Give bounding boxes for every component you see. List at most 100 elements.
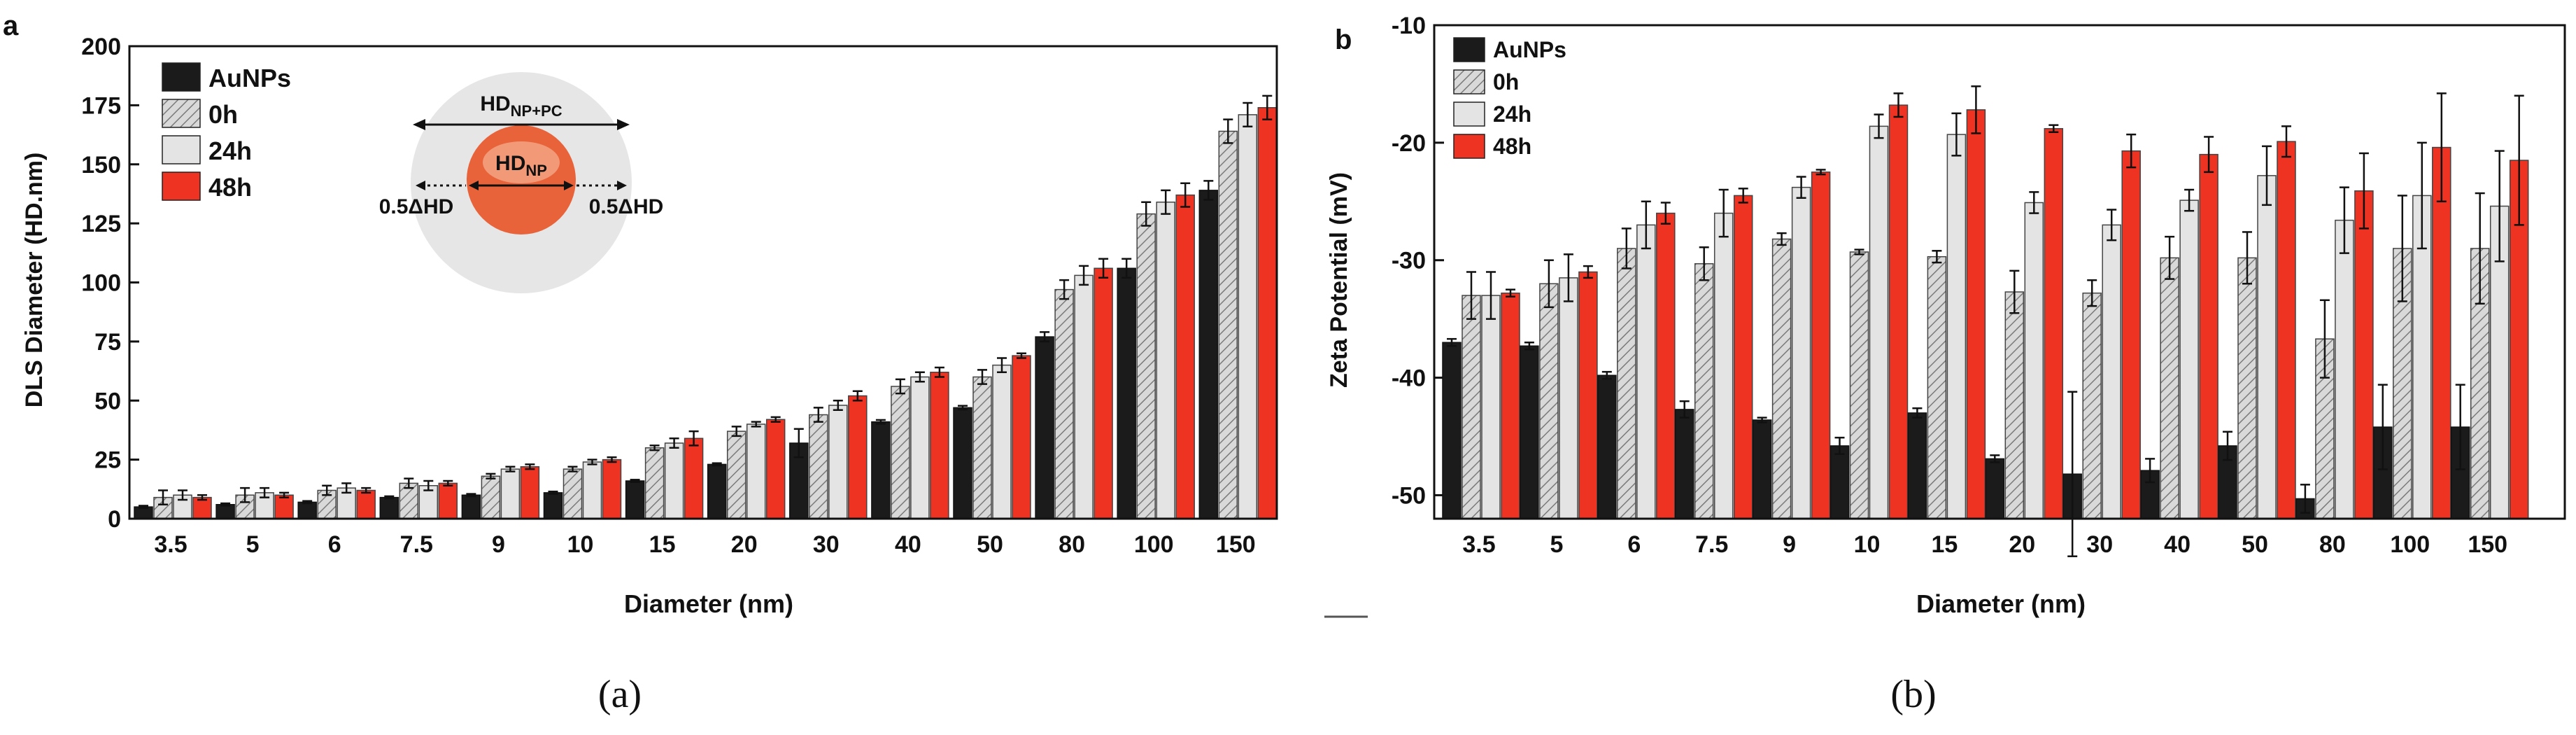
x-tick-label: 6: [328, 531, 341, 558]
x-tick-label: 100: [2390, 531, 2430, 558]
bar-48h-80: [1094, 267, 1113, 519]
bar-48h-3.5: [192, 496, 212, 519]
bar-24h-20: [2024, 202, 2044, 519]
bar-24h-15: [664, 442, 684, 519]
caption-b: (b): [1890, 673, 1936, 716]
panel-b-legend: AuNPs 0h 24h 48h: [1453, 37, 1566, 159]
x-tick-label: 5: [1550, 531, 1563, 558]
bar-0h-15: [644, 447, 665, 519]
bar-24h-9: [500, 468, 521, 519]
bar-aunps-50: [953, 407, 972, 519]
y-tick-label: 100: [81, 270, 121, 297]
bar-24h-50: [2257, 175, 2277, 519]
hd-np-pc-label: HDNP+PC: [480, 92, 562, 120]
legend-swatch-24h: [162, 135, 201, 164]
panel-a: a DLS Diameter (HD.nm) Diameter (nm) 0 25…: [3, 10, 1278, 618]
x-tick-label: 50: [2242, 531, 2268, 558]
panel-a-letter: a: [3, 10, 19, 41]
panel-b-ticks: -10 -20 -30 -40 -50 3.5 5 6 7.5 9 10 15 20 30 40 50 80 10…: [1392, 13, 2507, 558]
bar-aunps-40: [871, 421, 891, 519]
bar-0h-10: [1849, 251, 1869, 519]
bar-0h-150: [1218, 130, 1238, 519]
bar-aunps-7.5: [379, 496, 399, 519]
x-tick-label: 150: [2468, 531, 2507, 558]
bar-aunps-15: [1907, 412, 1927, 519]
bar-aunps-5: [215, 504, 235, 519]
bar-24h-3.5: [1481, 295, 1501, 519]
bar-aunps-9: [1752, 419, 1772, 519]
bar-0h-6: [1617, 248, 1636, 519]
bar-48h-7.5: [1733, 195, 1753, 519]
bar-0h-50: [2237, 257, 2257, 519]
bar-48h-30: [848, 395, 868, 519]
bar-aunps-9: [461, 494, 481, 519]
hd-np-pc-arrowhead-left: [413, 119, 425, 130]
x-tick-label: 80: [1059, 531, 1085, 558]
bar-aunps-5: [1520, 345, 1539, 519]
bar-aunps-15: [625, 480, 645, 519]
x-tick-label: 30: [2086, 531, 2113, 558]
x-tick-label: 30: [813, 531, 840, 558]
x-tick-label: 80: [2319, 531, 2346, 558]
bar-aunps-6: [1597, 374, 1617, 519]
right-shell-arrowhead: [617, 181, 627, 190]
bar-24h-40: [910, 376, 930, 519]
bar-24h-30: [828, 405, 848, 519]
legend-swatch-aunps: [162, 62, 201, 92]
bar-24h-100: [1156, 202, 1175, 519]
caption-a: (a): [598, 673, 642, 716]
bar-48h-100: [2432, 146, 2451, 519]
x-tick-label: 3.5: [1462, 531, 1495, 558]
bar-48h-3.5: [1501, 292, 1520, 519]
bar-aunps-7.5: [1674, 409, 1694, 519]
bar-48h-20: [765, 419, 786, 519]
panel-a-x-axis-title: Diameter (nm): [624, 589, 793, 618]
x-tick-label: 10: [567, 531, 594, 558]
bar-0h-5: [1539, 283, 1559, 519]
bar-24h-30: [2102, 224, 2121, 519]
panel-a-y-axis-title: DLS Diameter (HD.nm): [21, 153, 48, 408]
bar-24h-7.5: [1713, 212, 1734, 519]
x-tick-label: 9: [492, 531, 505, 558]
x-tick-label: 10: [1854, 531, 1881, 558]
legend-swatch-48h: [162, 172, 201, 201]
bar-48h-30: [2121, 150, 2141, 519]
panel-a-bars: [134, 94, 1278, 519]
bar-24h-50: [992, 364, 1012, 519]
bar-0h-20: [2004, 291, 2025, 519]
bar-0h-3.5: [1462, 295, 1481, 519]
bar-48h-15: [1966, 109, 1986, 519]
bar-aunps-10: [1830, 445, 1850, 519]
legend-swatch-0h: [162, 99, 201, 128]
x-tick-label: 15: [1931, 531, 1958, 558]
panel-b: b Zeta Potential (mV) Diameter (nm) -10-…: [1324, 13, 2566, 618]
bar-24h-9: [1791, 186, 1811, 519]
bar-48h-10: [602, 458, 622, 519]
bar-48h-40: [930, 372, 949, 519]
bar-24h-20: [746, 424, 766, 519]
panel-b-letter: b: [1335, 24, 1352, 55]
bar-0h-3.5: [153, 496, 173, 519]
legend-label-aunps: AuNPs: [1493, 37, 1566, 62]
bar-0h-9: [481, 475, 501, 519]
bar-0h-15: [1927, 255, 1947, 519]
right-delta-hd-label: 0.5ΔHD: [589, 195, 664, 218]
legend-label-48h: 48h: [1493, 134, 1531, 159]
bar-aunps-80: [1035, 336, 1054, 519]
bar-24h-5: [1559, 277, 1578, 519]
y-tick-label: 25: [94, 447, 121, 474]
left-delta-hd-label: 0.5ΔHD: [379, 195, 454, 218]
y-tick-label: 125: [81, 211, 121, 237]
bar-0h-50: [972, 376, 992, 519]
legend-label-48h: 48h: [208, 173, 252, 202]
legend-swatch-48h: [1453, 134, 1485, 159]
bar-48h-100: [1175, 194, 1195, 519]
x-tick-label: 50: [977, 531, 1003, 558]
y-tick-label: -40: [1392, 365, 1426, 392]
panel-b-y-axis-title: Zeta Potential (mV): [1326, 172, 1352, 388]
bar-24h-80: [2335, 219, 2354, 519]
legend-label-24h: 24h: [208, 136, 252, 165]
x-tick-label: 40: [895, 531, 921, 558]
bar-0h-30: [2082, 292, 2102, 519]
x-tick-label: 6: [1627, 531, 1641, 558]
